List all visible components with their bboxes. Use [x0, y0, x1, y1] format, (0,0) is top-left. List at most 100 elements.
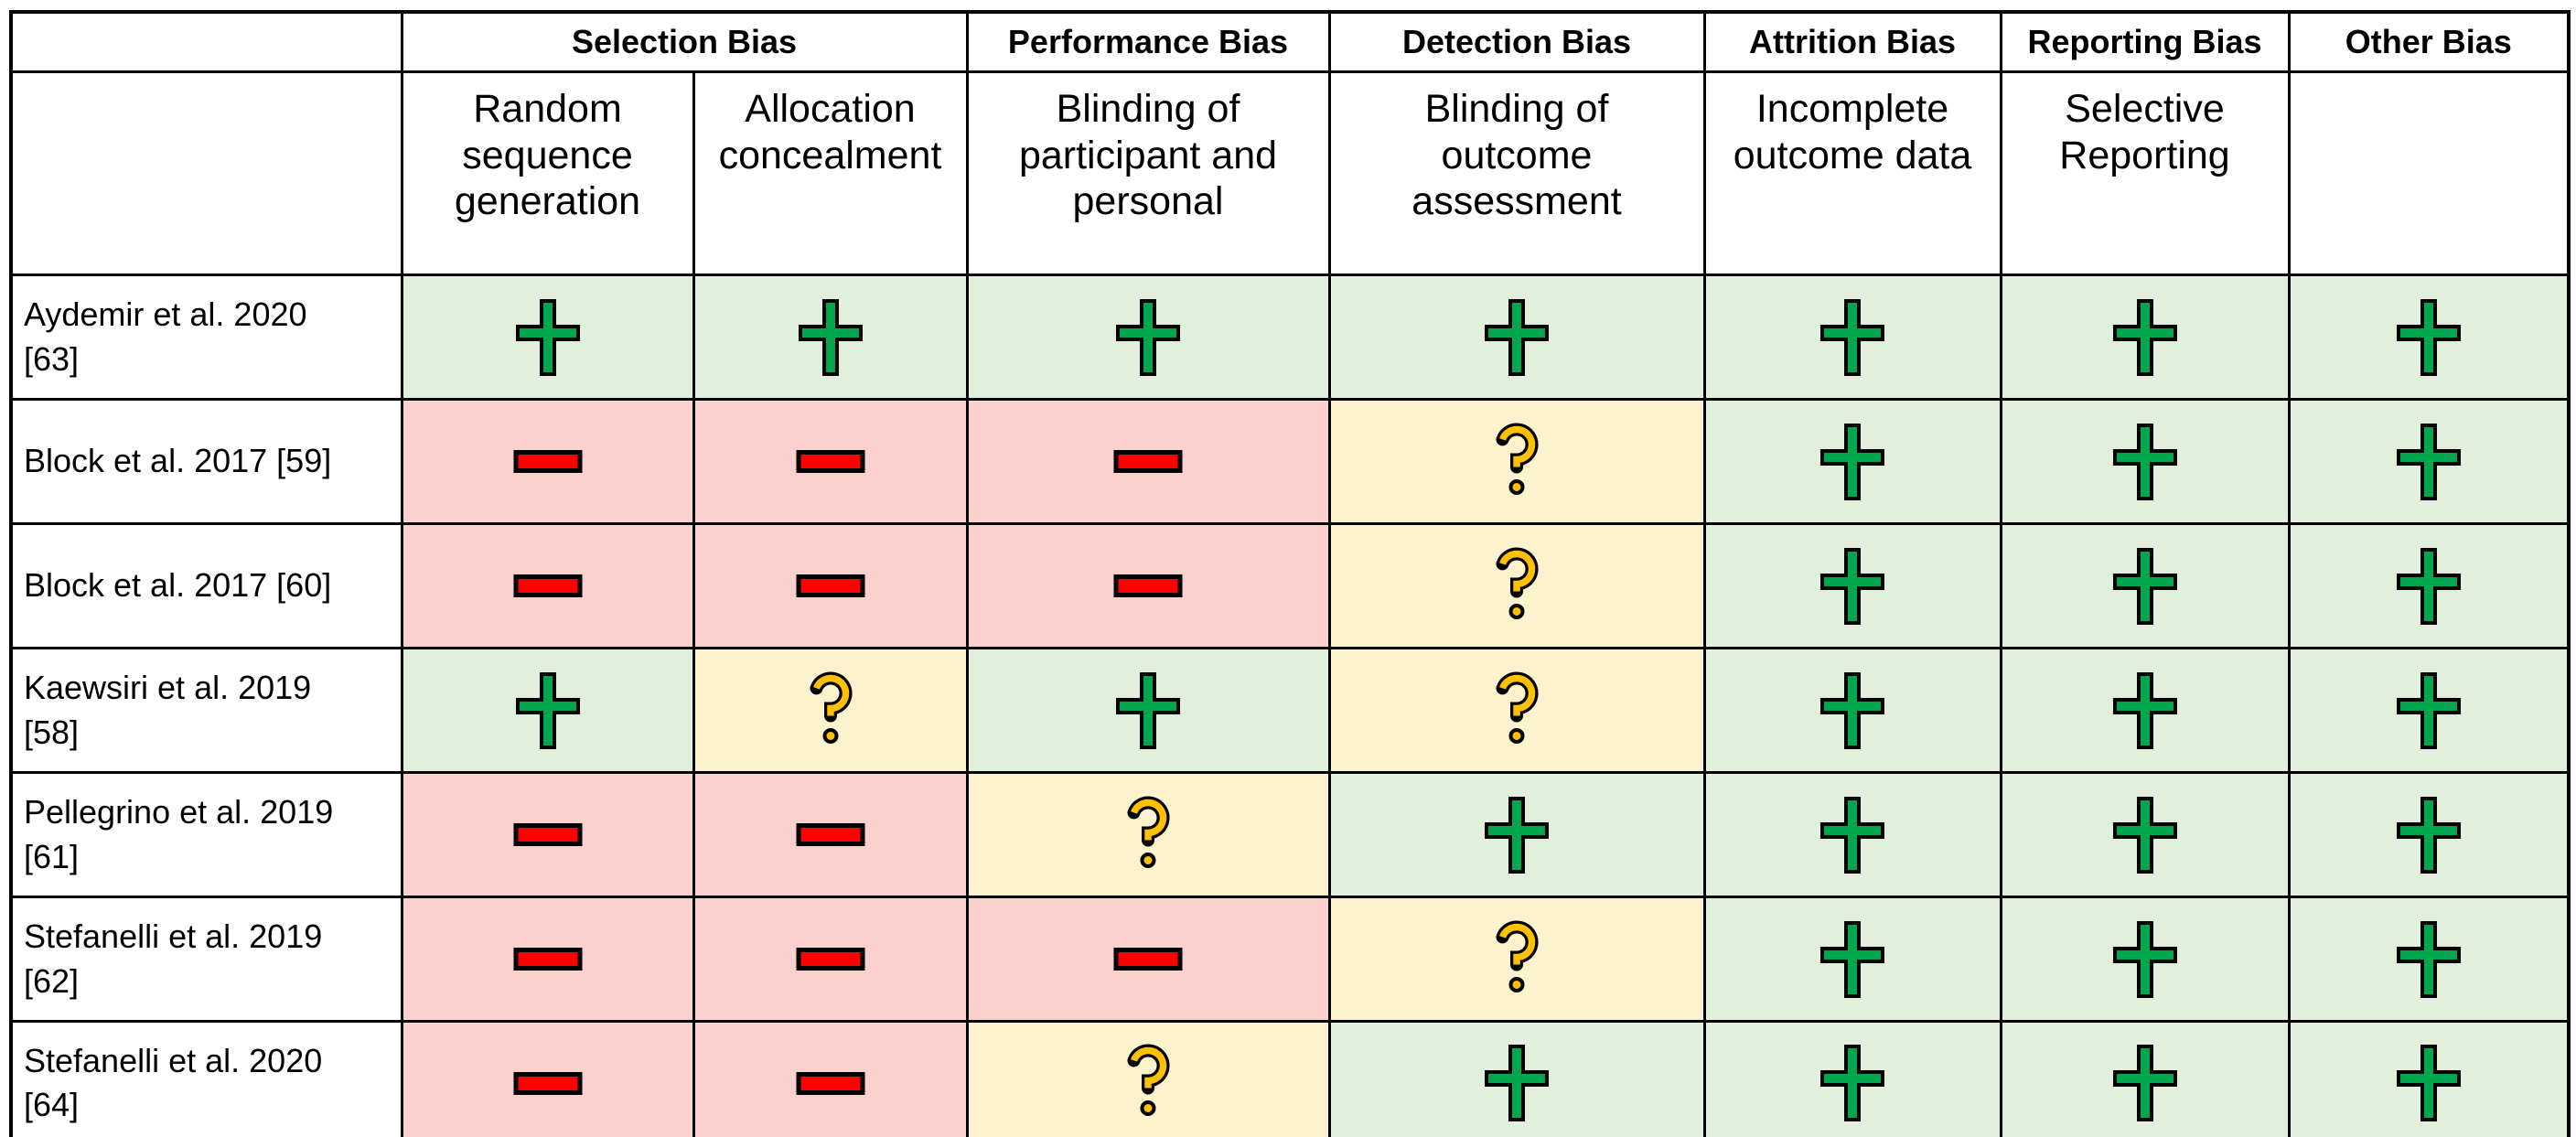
rating-cell-minus — [400, 1020, 695, 1137]
plus-icon — [1820, 671, 1884, 749]
minus-icon — [1113, 948, 1183, 971]
group-header-attrition-bias: Attrition Bias — [1702, 10, 2002, 73]
rating-cell-plus — [1702, 647, 2002, 774]
plus-icon — [1820, 796, 1884, 874]
rating-cell-plus — [1999, 771, 2291, 898]
group-header-reporting-bias: Reporting Bias — [1999, 10, 2291, 73]
question-icon — [1127, 796, 1170, 868]
study-label: Pellegrino et al. 2019 [61] — [9, 771, 403, 898]
rating-cell-plus — [1999, 896, 2291, 1023]
study-label: Block et al. 2017 [60] — [9, 522, 403, 649]
plus-icon — [1820, 298, 1884, 376]
rating-cell-plus — [2287, 522, 2571, 649]
rating-cell-plus — [1327, 771, 1706, 898]
minus-icon — [513, 574, 582, 597]
plus-icon — [2396, 1045, 2461, 1122]
rating-cell-plus — [1999, 1020, 2291, 1137]
corner-cell-bottom — [9, 70, 403, 276]
domain-header-other — [2287, 70, 2571, 276]
minus-icon — [513, 1071, 582, 1095]
question-icon — [1496, 547, 1539, 619]
plus-icon — [2112, 547, 2177, 625]
rating-cell-minus — [692, 398, 969, 525]
rating-cell-question — [1327, 647, 1706, 774]
rating-cell-plus — [2287, 398, 2571, 525]
rating-cell-plus — [1999, 522, 2291, 649]
rating-cell-plus — [1702, 771, 2002, 898]
study-row: Block et al. 2017 [60] — [9, 522, 2571, 649]
rating-cell-question — [965, 1020, 1331, 1137]
rating-cell-question — [1327, 398, 1706, 525]
question-icon — [1496, 671, 1539, 744]
bias-group-header-row: Selection Bias Performance Bias Detectio… — [9, 10, 2571, 73]
plus-icon — [1820, 920, 1884, 998]
rating-cell-plus — [2287, 274, 2571, 401]
study-row: Stefanelli et al. 2019 [62] — [9, 896, 2571, 1023]
plus-icon — [2112, 298, 2177, 376]
study-row: Pellegrino et al. 2019 [61] — [9, 771, 2571, 898]
plus-icon — [515, 671, 580, 749]
minus-icon — [1113, 574, 1183, 597]
rating-cell-question — [1327, 522, 1706, 649]
rating-cell-question — [1327, 896, 1706, 1023]
plus-icon — [1485, 796, 1549, 874]
rating-cell-plus — [1327, 274, 1706, 401]
rating-cell-plus — [1702, 274, 2002, 401]
plus-icon — [2112, 920, 2177, 998]
study-label: Aydemir et al. 2020 [63] — [9, 274, 403, 401]
domain-header-blinding-participant-personal: Blinding of participant and personal — [965, 70, 1331, 276]
minus-icon — [796, 823, 864, 846]
rating-cell-plus — [692, 274, 969, 401]
minus-icon — [796, 450, 864, 473]
domain-header-row: Random sequence generation Allocation co… — [9, 70, 2571, 276]
question-icon — [810, 671, 852, 744]
plus-icon — [515, 298, 580, 376]
rating-cell-plus — [1999, 398, 2291, 525]
minus-icon — [796, 1071, 864, 1095]
corner-cell-top — [9, 10, 403, 73]
plus-icon — [2112, 423, 2177, 500]
plus-icon — [2396, 298, 2461, 376]
group-header-other-bias: Other Bias — [2287, 10, 2571, 73]
domain-header-allocation-concealment: Allocation concealment — [692, 70, 969, 276]
study-label: Stefanelli et al. 2019 [62] — [9, 896, 403, 1023]
group-header-detection-bias: Detection Bias — [1327, 10, 1706, 73]
rating-cell-plus — [2287, 1020, 2571, 1137]
study-label: Stefanelli et al. 2020 [64] — [9, 1020, 403, 1137]
plus-icon — [2112, 796, 2177, 874]
rating-cell-plus — [2287, 896, 2571, 1023]
plus-icon — [2396, 547, 2461, 625]
plus-icon — [2396, 920, 2461, 998]
rating-cell-plus — [1702, 1020, 2002, 1137]
rating-cell-minus — [965, 398, 1331, 525]
group-header-selection-bias: Selection Bias — [400, 10, 969, 73]
rating-cell-plus — [1702, 896, 2002, 1023]
plus-icon — [2112, 671, 2177, 749]
rating-cell-plus — [965, 647, 1331, 774]
rating-cell-minus — [692, 896, 969, 1023]
plus-icon — [1116, 298, 1180, 376]
plus-icon — [2396, 671, 2461, 749]
study-label: Kaewsiri et al. 2019 [58] — [9, 647, 403, 774]
plus-icon — [798, 298, 863, 376]
risk-of-bias-table: Selection Bias Performance Bias Detectio… — [9, 10, 2571, 1137]
rating-cell-plus — [1702, 398, 2002, 525]
rating-cell-minus — [400, 896, 695, 1023]
rating-cell-minus — [692, 771, 969, 898]
rating-cell-plus — [1999, 647, 2291, 774]
study-label: Block et al. 2017 [59] — [9, 398, 403, 525]
plus-icon — [2396, 796, 2461, 874]
plus-icon — [1820, 547, 1884, 625]
rating-cell-minus — [965, 522, 1331, 649]
rating-cell-plus — [965, 274, 1331, 401]
study-row: Block et al. 2017 [59] — [9, 398, 2571, 525]
question-icon — [1496, 920, 1539, 992]
minus-icon — [513, 823, 582, 846]
domain-header-incomplete-outcome-data: Incomplete outcome data — [1702, 70, 2002, 276]
rating-cell-plus — [2287, 771, 2571, 898]
rating-cell-plus — [400, 274, 695, 401]
rating-cell-plus — [400, 647, 695, 774]
minus-icon — [513, 450, 582, 473]
rating-cell-minus — [692, 1020, 969, 1137]
